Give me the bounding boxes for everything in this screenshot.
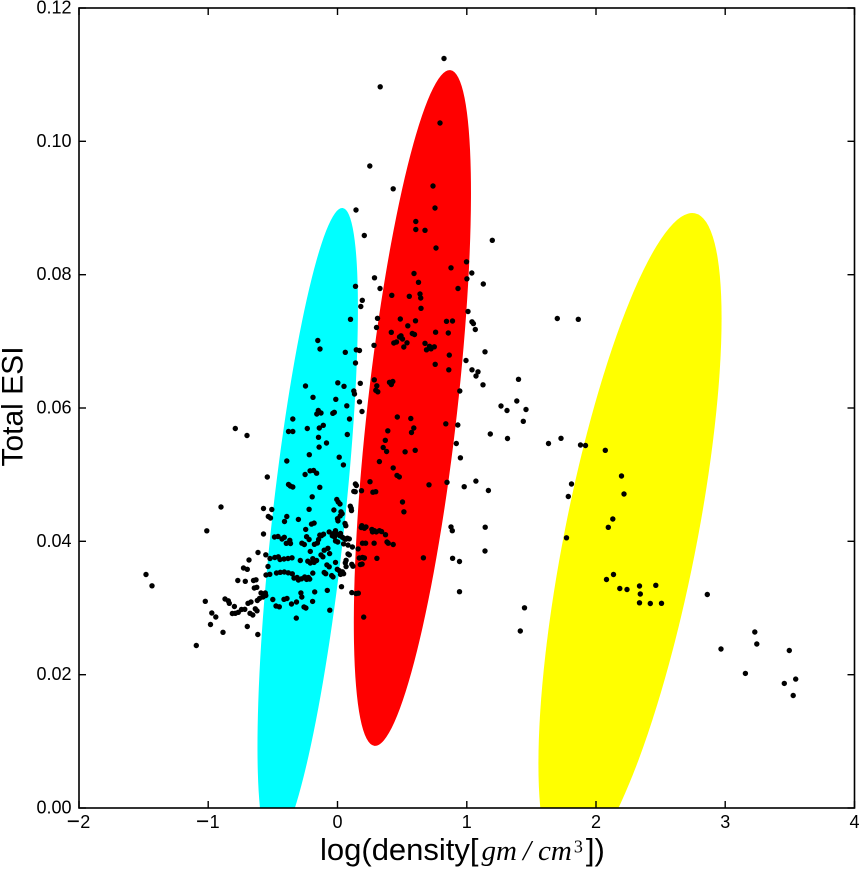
svg-text:1: 1 bbox=[462, 812, 472, 832]
svg-text:0.02: 0.02 bbox=[36, 664, 71, 684]
svg-text:0.12: 0.12 bbox=[36, 0, 71, 18]
svg-text:0: 0 bbox=[332, 812, 342, 832]
svg-text:2: 2 bbox=[591, 812, 601, 832]
svg-text:0.00: 0.00 bbox=[36, 798, 71, 818]
svg-text:Total ESI: Total ESI bbox=[0, 346, 30, 466]
svg-text:log(density[gm/cm3]): log(density[gm / cm 3]) bbox=[320, 832, 605, 867]
svg-text:2: 2 bbox=[80, 812, 90, 832]
svg-text:0.08: 0.08 bbox=[36, 264, 71, 284]
svg-text:3: 3 bbox=[720, 812, 730, 832]
svg-text:4: 4 bbox=[849, 812, 859, 832]
svg-text:0.10: 0.10 bbox=[36, 131, 71, 151]
svg-text:0.04: 0.04 bbox=[36, 531, 71, 551]
svg-text:0.06: 0.06 bbox=[36, 398, 71, 418]
svg-text:1: 1 bbox=[210, 812, 220, 832]
